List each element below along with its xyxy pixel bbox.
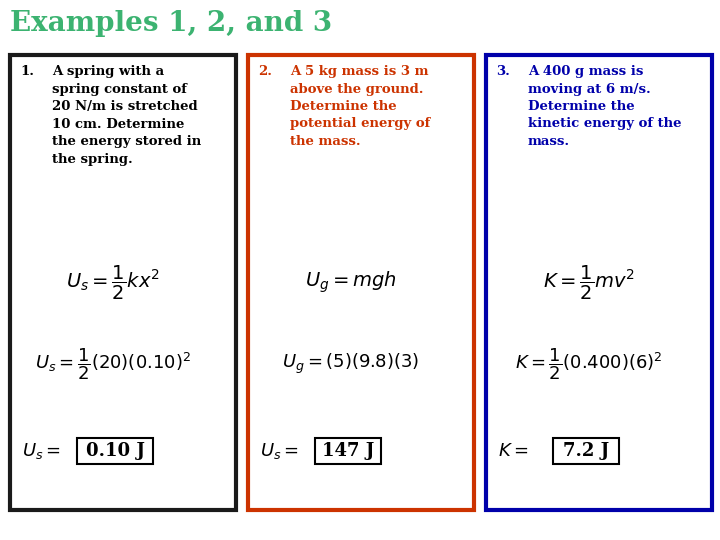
Text: Examples 1, 2, and 3: Examples 1, 2, and 3: [10, 10, 332, 37]
Text: 147 J: 147 J: [322, 442, 374, 460]
Text: $U_s = \dfrac{1}{2}kx^2$: $U_s = \dfrac{1}{2}kx^2$: [66, 264, 160, 301]
Text: $U_g = (5)(9.8)(3)$: $U_g = (5)(9.8)(3)$: [282, 352, 420, 376]
Text: 7.2 J: 7.2 J: [563, 442, 609, 460]
Text: 0.10 J: 0.10 J: [86, 442, 145, 460]
Text: 2.: 2.: [258, 65, 272, 78]
FancyBboxPatch shape: [10, 55, 236, 510]
FancyBboxPatch shape: [315, 438, 381, 464]
Text: A 400 g mass is
moving at 6 m/s.
Determine the
kinetic energy of the
mass.: A 400 g mass is moving at 6 m/s. Determi…: [528, 65, 682, 148]
Text: $K = \dfrac{1}{2}mv^2$: $K = \dfrac{1}{2}mv^2$: [543, 264, 635, 301]
Text: 3.: 3.: [496, 65, 510, 78]
Text: A 5 kg mass is 3 m
above the ground.
Determine the
potential energy of
the mass.: A 5 kg mass is 3 m above the ground. Det…: [290, 65, 431, 148]
FancyBboxPatch shape: [553, 438, 619, 464]
FancyBboxPatch shape: [77, 438, 153, 464]
Text: 1.: 1.: [20, 65, 34, 78]
Text: $U_s = $: $U_s = $: [22, 441, 61, 461]
Text: $K = \dfrac{1}{2}(0.400)(6)^2$: $K = \dfrac{1}{2}(0.400)(6)^2$: [516, 347, 663, 382]
Text: $U_g = mgh$: $U_g = mgh$: [305, 270, 397, 295]
FancyBboxPatch shape: [486, 55, 712, 510]
Text: $U_s = \dfrac{1}{2}(20)(0.10)^2$: $U_s = \dfrac{1}{2}(20)(0.10)^2$: [35, 347, 191, 382]
FancyBboxPatch shape: [248, 55, 474, 510]
Text: A spring with a
spring constant of
20 N/m is stretched
10 cm. Determine
the ener: A spring with a spring constant of 20 N/…: [52, 65, 202, 165]
Text: $U_s = $: $U_s = $: [260, 441, 299, 461]
Text: $K = $: $K = $: [498, 442, 528, 460]
